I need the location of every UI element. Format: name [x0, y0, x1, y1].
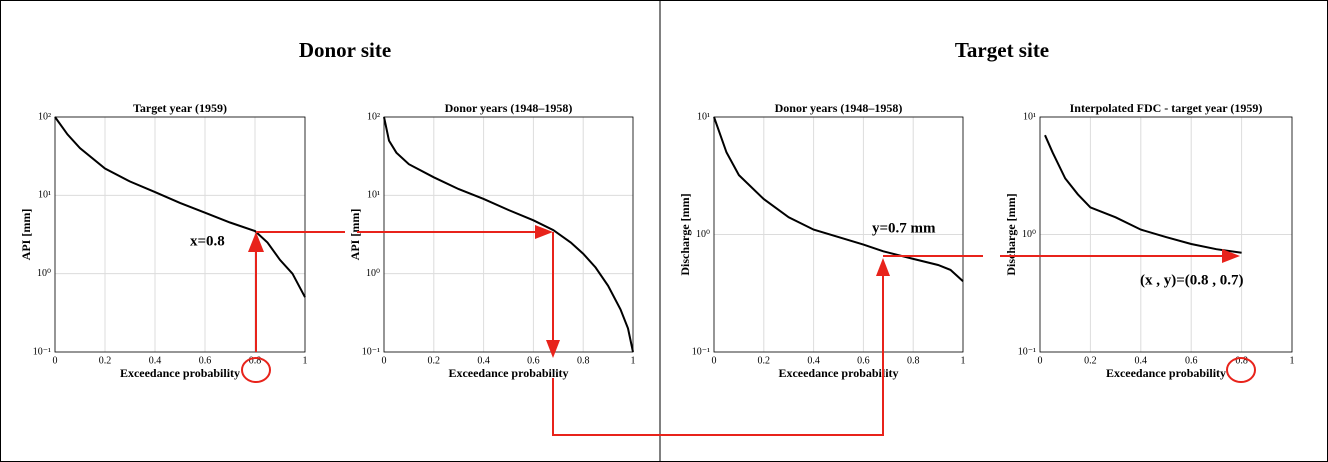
x-tick-label: 0.2 [99, 355, 112, 366]
section-title: Donor site [299, 38, 391, 62]
arrowhead [535, 225, 553, 239]
y-tick-label: 10¹ [38, 190, 51, 201]
x-tick-label: 1 [961, 355, 966, 366]
x-tick-label: 0.6 [527, 355, 540, 366]
x-tick-label: 0.8 [577, 355, 590, 366]
x-tick-label: 0 [53, 355, 58, 366]
x-tick-label: 0.4 [807, 355, 820, 366]
x-tick-label: 0 [712, 355, 717, 366]
charts: 0 0.2 0.4 0.6 0.8 1 10⁻¹ 10⁰ 10¹ 10² Target year (… [19, 101, 1295, 380]
line [383, 116, 634, 353]
x-tick-label: 0.4 [149, 355, 162, 366]
circle [1226, 357, 1256, 383]
x-tick-label: 0.4 [477, 355, 490, 366]
y-tick-label: 10¹ [1023, 111, 1036, 122]
plot-area [55, 117, 305, 352]
x-tick-label: 0.6 [857, 355, 870, 366]
circle [241, 357, 271, 383]
x-tick-label: 1 [303, 355, 308, 366]
y-tick-label: 10⁻¹ [692, 346, 710, 357]
axes-box [383, 116, 634, 353]
section-title: Target site [955, 38, 1049, 62]
y-axis-label: Discharge [mm] [1004, 193, 1018, 275]
chart-title: Interpolated FDC - target year (1959) [1070, 101, 1263, 115]
x-tick-label: 0.6 [199, 355, 212, 366]
x-axis-label: Exceedance probability [448, 366, 568, 380]
arrowhead [546, 340, 560, 358]
x-tick-label: 0.6 [1185, 355, 1198, 366]
x-tick-label: 0 [1038, 355, 1043, 366]
arrowhead [248, 232, 264, 252]
annotation: y=0.7 mm [872, 220, 936, 236]
y-axis-label: API [mm] [19, 209, 33, 261]
y-tick-label: 10⁰ [696, 229, 710, 240]
y-tick-label: 10⁰ [1022, 229, 1036, 240]
y-tick-label: 10² [38, 111, 51, 122]
x-tick-label: 0.2 [428, 355, 441, 366]
chart-title: Target year (1959) [133, 101, 227, 115]
x-tick-label: 0.2 [758, 355, 771, 366]
line [1044, 134, 1242, 254]
annotation: x=0.8 [190, 233, 225, 249]
arrows [241, 225, 1256, 436]
y-tick-label: 10⁻¹ [1018, 346, 1036, 357]
axes-box [713, 116, 964, 353]
x-tick-label: 1 [1290, 355, 1295, 366]
arrowhead [1222, 249, 1240, 263]
line [54, 116, 306, 298]
y-tick-label: 10⁻¹ [33, 346, 51, 357]
axes-box [54, 116, 306, 353]
x-tick-label: 0.2 [1084, 355, 1097, 366]
x-tick-label: 0.8 [907, 355, 920, 366]
y-tick-label: 10¹ [367, 190, 380, 201]
y-tick-label: 10⁰ [366, 268, 380, 279]
y-axis-label: Discharge [mm] [678, 193, 692, 275]
x-tick-label: 0 [382, 355, 387, 366]
plot-area [384, 117, 633, 352]
x-tick-label: 0.4 [1135, 355, 1148, 366]
y-tick-label: 10² [367, 111, 380, 122]
x-tick-label: 0.8 [249, 355, 262, 366]
x-axis-label: Exceedance probability [1106, 366, 1226, 380]
y-tick-label: 10¹ [697, 111, 710, 122]
axes-box [1039, 116, 1293, 353]
x-tick-label: 0.8 [1235, 355, 1248, 366]
x-axis-label: Exceedance probability [778, 366, 898, 380]
y-axis-label: API [mm] [348, 209, 362, 261]
y-tick-label: 10⁻¹ [362, 346, 380, 357]
chart-title: Donor years (1948–1958) [445, 101, 573, 115]
x-tick-label: 1 [631, 355, 636, 366]
arrow [552, 275, 884, 436]
y-tick-label: 10⁰ [37, 268, 51, 279]
annotation: (x , y)=(0.8 , 0.7) [1140, 272, 1244, 288]
chart-title: Donor years (1948–1958) [775, 101, 903, 115]
line [713, 116, 964, 283]
x-axis-label: Exceedance probability [120, 366, 240, 380]
arrowhead [876, 258, 890, 276]
